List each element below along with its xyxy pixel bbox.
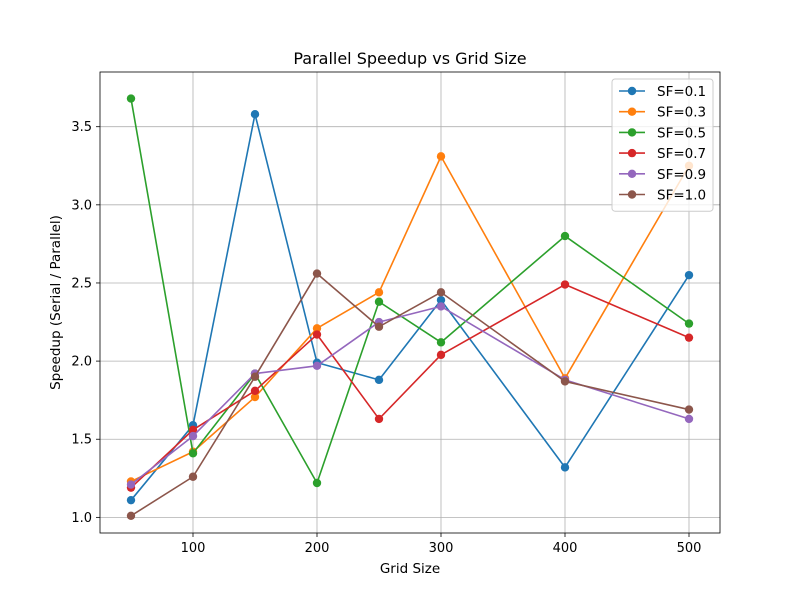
legend-item: SF=0.1 — [619, 84, 706, 100]
data-point — [374, 322, 384, 331]
x-tick-label: 200 — [305, 541, 330, 556]
series-line — [130, 283, 690, 489]
legend-marker — [627, 128, 637, 137]
data-point — [374, 375, 384, 385]
data-point — [188, 431, 198, 441]
series-line — [130, 155, 690, 483]
y-tick-label: 2.5 — [71, 276, 92, 291]
data-point — [684, 414, 694, 424]
data-point — [126, 480, 136, 489]
legend: SF=0.1 SF=0.3 SF=0.5 SF=0.7 SF=0.9 SF=1.0 — [611, 78, 714, 212]
data-point — [560, 231, 570, 241]
data-point — [312, 478, 322, 488]
data-point — [436, 302, 446, 311]
data-point — [560, 280, 570, 289]
legend-label: SF=0.9 — [657, 167, 706, 183]
series-line — [130, 98, 690, 484]
legend-marker — [627, 148, 637, 158]
axis-ticks: 100 200 300 400 500 1.0 1.5 2.0 2.5 3.0 3.5 — [71, 120, 701, 556]
chart-title: Parallel Speedup vs Grid Size — [293, 49, 526, 68]
y-tick-label: 3.0 — [71, 198, 92, 213]
legend-item: SF=0.7 — [619, 146, 706, 162]
data-point — [374, 297, 384, 306]
data-point — [374, 414, 384, 424]
series-line — [130, 272, 690, 517]
series-line — [130, 305, 690, 486]
data-point — [188, 472, 198, 481]
data-point — [312, 330, 322, 339]
legend-label: SF=1.0 — [657, 188, 706, 204]
y-tick-label: 3.5 — [71, 120, 92, 135]
legend-label: SF=0.1 — [657, 84, 706, 100]
y-axis-label: Speedup (Serial / Parallel) — [48, 215, 64, 390]
plot-series — [126, 94, 694, 521]
series-sf-0-3 — [126, 152, 694, 486]
data-point — [126, 495, 136, 505]
series-sf-1-0 — [126, 269, 694, 521]
series-sf-0-7 — [126, 280, 694, 492]
legend-label: SF=0.7 — [657, 146, 706, 162]
data-point — [250, 392, 260, 402]
x-tick-label: 500 — [677, 541, 702, 556]
data-point — [374, 288, 384, 297]
y-tick-label: 1.0 — [71, 511, 92, 526]
data-point — [436, 288, 446, 297]
legend-item: SF=1.0 — [619, 188, 706, 204]
x-tick-label: 400 — [553, 541, 578, 556]
legend-item: SF=0.9 — [619, 167, 706, 183]
data-point — [436, 152, 446, 161]
series-sf-0-5 — [126, 94, 694, 488]
data-point — [560, 377, 570, 386]
data-point — [188, 449, 198, 458]
data-point — [312, 324, 322, 333]
legend-item: SF=0.5 — [619, 125, 706, 141]
y-tick-label: 2.0 — [71, 355, 92, 370]
data-point — [436, 295, 446, 305]
legend-label: SF=0.5 — [657, 125, 706, 141]
data-point — [312, 269, 322, 278]
data-point — [250, 372, 260, 381]
legend-marker — [627, 107, 637, 116]
data-point — [126, 94, 136, 103]
data-point — [684, 405, 694, 414]
data-point — [560, 463, 570, 472]
y-tick-label: 1.5 — [71, 433, 92, 448]
data-point — [126, 511, 136, 521]
series-sf-0-1 — [126, 109, 694, 505]
x-tick-label: 300 — [429, 541, 454, 556]
legend-marker — [627, 190, 637, 199]
data-point — [684, 319, 694, 328]
legend-item: SF=0.3 — [619, 105, 706, 121]
data-point — [312, 361, 322, 370]
data-point — [436, 338, 446, 347]
x-axis-label: Grid Size — [380, 561, 440, 577]
legend-marker — [627, 86, 637, 96]
data-point — [684, 270, 694, 280]
legend-marker — [627, 169, 637, 178]
axes-frame — [99, 71, 721, 534]
data-point — [250, 109, 260, 119]
data-point — [436, 350, 446, 360]
x-tick-label: 100 — [181, 541, 206, 556]
series-line — [130, 113, 690, 501]
data-point — [188, 425, 198, 435]
legend-label: SF=0.3 — [657, 105, 706, 121]
data-point — [250, 386, 260, 395]
data-point — [684, 333, 694, 342]
